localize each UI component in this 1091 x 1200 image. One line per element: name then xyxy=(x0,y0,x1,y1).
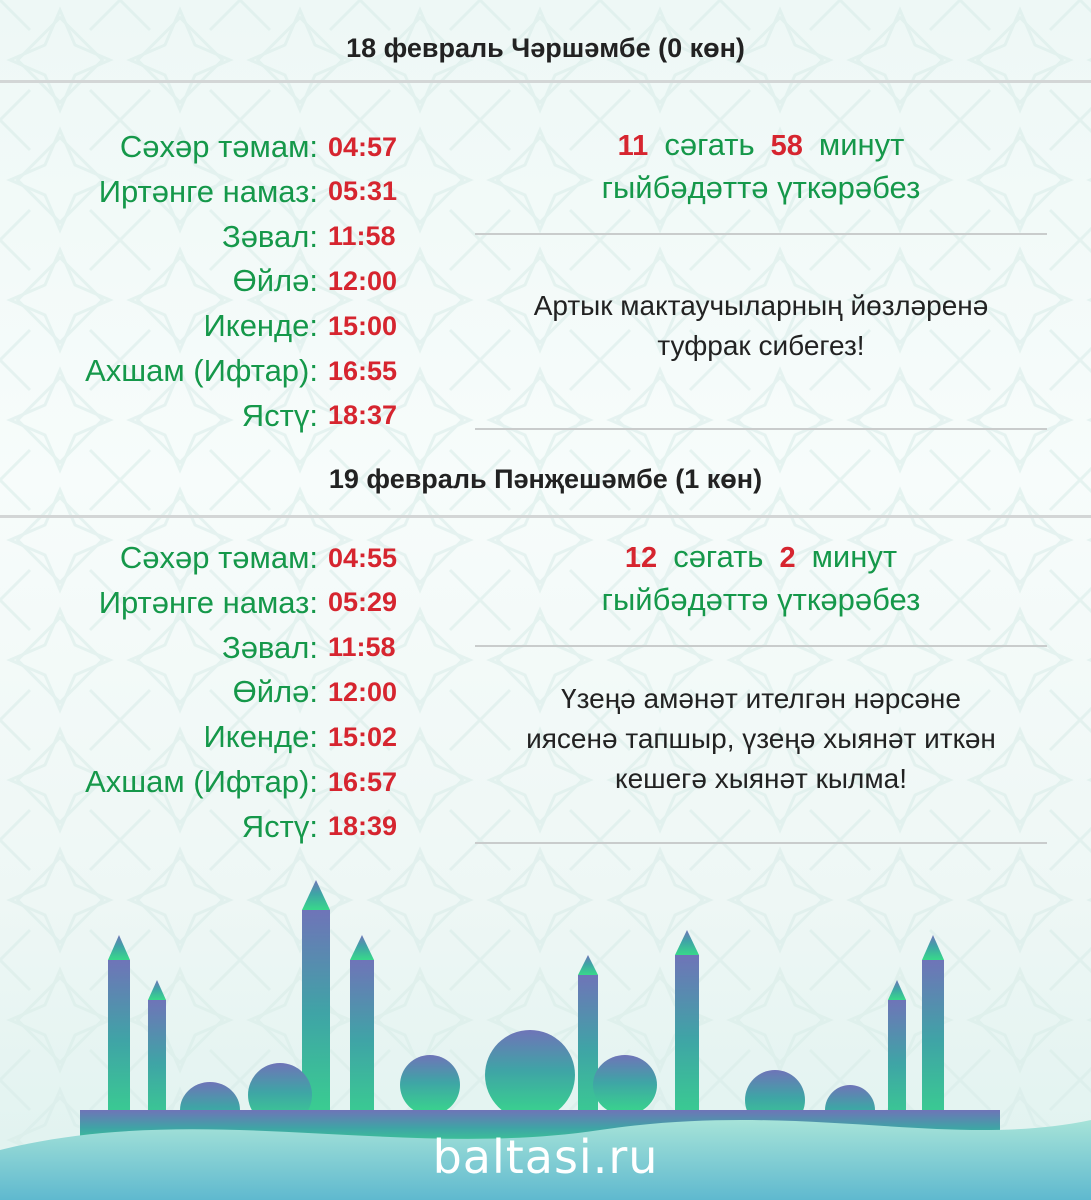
prayer-label: Иртәнге намаз: xyxy=(98,173,318,209)
prayer-time-row: Иртәнге намаз: 05:31 xyxy=(0,170,420,214)
prayer-label: Өйлә: xyxy=(232,263,318,299)
day-heading: 18 февраль Чәршәмбе (0 көн) xyxy=(346,33,745,63)
prayer-time: 15:02 xyxy=(328,721,398,752)
prayer-time-row: Ястү: 18:39 xyxy=(0,805,420,849)
duration-caption: гыйбәдәттә үткәрәбез xyxy=(601,170,921,205)
prayer-label: Икенде: xyxy=(203,308,319,344)
hadith-quote: Артык мактаучыларның йөзләренә туфрак сиб… xyxy=(475,286,1047,366)
prayer-time-row: Ахшам (Ифтар): 16:57 xyxy=(0,760,420,804)
prayer-label: Иртәнге намаз: xyxy=(98,584,318,620)
quote-line: Артык мактаучыларның йөзләренә xyxy=(533,290,989,321)
divider xyxy=(475,645,1047,647)
prayer-label: Зәвал: xyxy=(221,218,318,254)
duration-word: минут xyxy=(818,127,905,162)
prayer-time-row: Сәхәр тәмам: 04:57 xyxy=(0,125,420,169)
divider xyxy=(475,842,1047,844)
prayer-time: 12:00 xyxy=(328,676,398,707)
divider xyxy=(475,428,1047,430)
prayer-label: Ястү: xyxy=(241,397,318,433)
quote-line: кешегә хыянәт кылма! xyxy=(615,763,907,794)
prayer-label: Ястү: xyxy=(241,808,318,844)
quote-line: иясенә тапшыр, үзеңә хыянәт иткән xyxy=(526,723,996,754)
prayer-label: Ахшам (Ифтар): xyxy=(85,764,318,799)
prayer-label: Сәхәр тәмам: xyxy=(119,540,318,575)
prayer-time: 11:58 xyxy=(328,221,396,252)
duration-number: 58 xyxy=(770,130,803,162)
duration-number: 2 xyxy=(779,542,796,574)
prayer-label: Зәвал: xyxy=(221,629,318,665)
prayer-time-row: Өйлә: 12:00 xyxy=(0,670,420,714)
prayer-time: 05:31 xyxy=(328,176,398,207)
quote-line: Үзеңә амәнәт ителгән нәрсәне xyxy=(561,683,961,714)
divider xyxy=(0,515,1091,518)
prayer-time: 18:39 xyxy=(328,811,398,842)
prayer-time: 04:57 xyxy=(328,131,398,162)
duration-line: 11 сәгать 58 минут xyxy=(475,124,1047,167)
prayer-time-row: Зәвал: 11:58 xyxy=(0,215,420,259)
prayer-time: 18:37 xyxy=(328,400,398,431)
duration-word: сәгать xyxy=(673,539,764,574)
baltasi-logo: baltasi.ru xyxy=(432,1130,659,1184)
prayer-label: Икенде: xyxy=(203,719,319,755)
prayer-time-row: Зәвал: 11:58 xyxy=(0,626,420,670)
fasting-duration: 11 сәгать 58 минут гыйбәдәттә үткәрәбез xyxy=(475,124,1047,209)
prayer-time: 15:00 xyxy=(328,310,398,341)
prayer-time: 11:58 xyxy=(328,632,396,663)
prayer-label: Өйлә: xyxy=(232,674,318,710)
prayer-time-row: Иртәнге намаз: 05:29 xyxy=(0,581,420,625)
prayer-time: 16:57 xyxy=(328,766,398,797)
day-heading: 19 февраль Пәнҗешәмбе (1 көн) xyxy=(328,464,763,494)
prayer-time: 12:00 xyxy=(328,265,398,296)
duration-number: 12 xyxy=(624,542,658,574)
duration-caption: гыйбәдәттә үткәрәбез xyxy=(601,582,921,617)
prayer-time-row: Сәхәр тәмам: 04:55 xyxy=(0,536,420,580)
prayer-time-row: Өйлә: 12:00 xyxy=(0,259,420,303)
fasting-duration: 12 сәгать 2 минут гыйбәдәттә үткәрәбез xyxy=(475,536,1047,621)
prayer-time: 05:29 xyxy=(328,587,398,618)
prayer-time-row: Икенде: 15:00 xyxy=(0,304,420,348)
prayer-time-row: Ястү: 18:37 xyxy=(0,394,420,438)
duration-number: 11 xyxy=(617,130,649,162)
divider xyxy=(475,233,1047,235)
prayer-time-row: Икенде: 15:02 xyxy=(0,715,420,759)
prayer-time: 04:55 xyxy=(328,542,398,573)
duration-word: сәгать xyxy=(664,127,755,162)
duration-word: минут xyxy=(811,539,898,574)
prayer-time-row: Ахшам (Ифтар): 16:55 xyxy=(0,349,420,393)
duration-line: 12 сәгать 2 минут xyxy=(475,536,1047,579)
hadith-quote: Үзеңә амәнәт ителгән нәрсәне иясенә тапшы… xyxy=(475,679,1047,799)
quote-line: туфрак сибегез! xyxy=(657,330,865,361)
prayer-time: 16:55 xyxy=(328,355,398,386)
prayer-label: Сәхәр тәмам: xyxy=(119,129,318,164)
prayer-label: Ахшам (Ифтар): xyxy=(85,353,318,388)
divider xyxy=(0,80,1091,83)
